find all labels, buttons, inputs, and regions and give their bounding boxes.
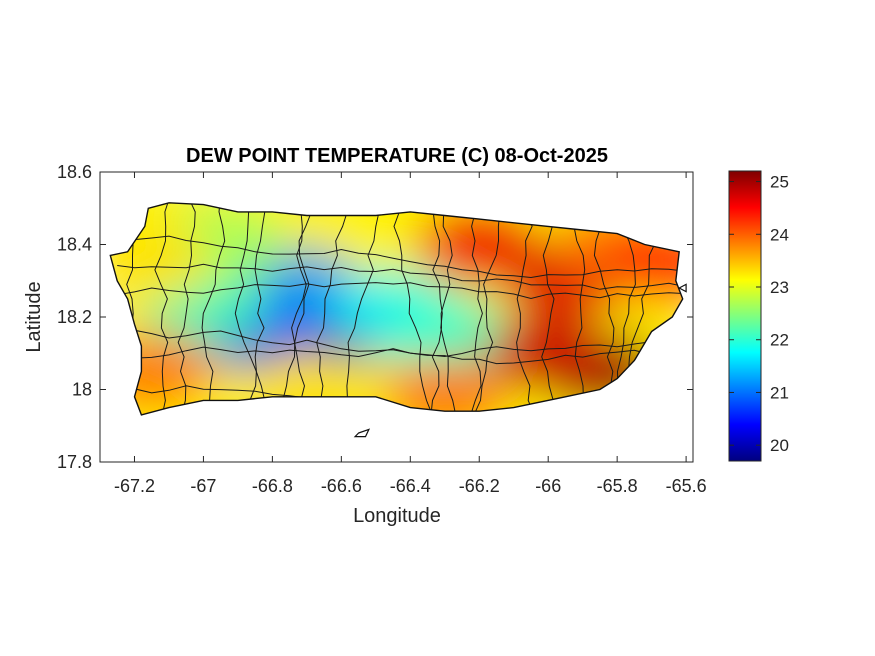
municipal-boundary bbox=[346, 202, 380, 415]
municipal-boundary bbox=[117, 235, 683, 279]
y-tick-label: 18.4 bbox=[57, 235, 92, 255]
municipal-boundary bbox=[473, 202, 504, 415]
municipal-boundary bbox=[117, 326, 683, 365]
islet-0 bbox=[353, 428, 371, 438]
municipal-boundary bbox=[201, 202, 226, 415]
municipal-boundary bbox=[177, 202, 196, 415]
field-hotspot-15 bbox=[606, 222, 683, 303]
colorbar-tick-label: 23 bbox=[770, 278, 789, 297]
plot-area: -67.2 -67 -66.8 -66.6 -66.4 -66.2 -66 -65.8 -65.… bbox=[57, 162, 707, 496]
chart-title: DEW POINT TEMPERATURE (C) 08-Oct-2025 bbox=[186, 145, 608, 167]
colorbar-tick-label: 20 bbox=[770, 436, 789, 455]
colorbar-gradient bbox=[728, 170, 762, 462]
municipal-boundary bbox=[117, 282, 683, 300]
municipal-boundary bbox=[154, 202, 171, 415]
x-tick-label: -67.2 bbox=[114, 476, 155, 496]
dewpoint-field-layer bbox=[109, 202, 687, 438]
municipal-boundary bbox=[249, 202, 272, 415]
x-tick-label: -66.6 bbox=[321, 476, 362, 496]
municipal-boundary bbox=[234, 202, 268, 415]
dewpoint-field bbox=[110, 202, 683, 415]
colorbar-tick-label: 22 bbox=[770, 331, 789, 350]
island-outline bbox=[109, 202, 684, 416]
field-hotspot-10 bbox=[382, 356, 507, 415]
y-tick-label: 17.8 bbox=[57, 452, 92, 472]
x-tick-label: -65.8 bbox=[597, 476, 638, 496]
x-tick-label: -66.2 bbox=[459, 476, 500, 496]
x-axis-label: Longitude bbox=[353, 505, 441, 527]
y-axis-label: Latitude bbox=[23, 281, 45, 352]
y-axis: 17.8 18 18.2 18.4 18.6 bbox=[57, 162, 693, 472]
field-hotspot-16 bbox=[486, 313, 611, 394]
municipal-boundary bbox=[470, 202, 483, 415]
colorbar-tick-label: 21 bbox=[770, 383, 789, 402]
municipal-boundary bbox=[393, 202, 433, 415]
x-tick-label: -66 bbox=[535, 476, 561, 496]
colorbar-tick-label: 24 bbox=[770, 225, 789, 244]
x-tick-label: -65.6 bbox=[666, 476, 707, 496]
municipal-boundary bbox=[279, 202, 319, 415]
municipal-boundary bbox=[117, 263, 683, 290]
x-tick-label: -66.8 bbox=[252, 476, 293, 496]
y-tick-label: 18.6 bbox=[57, 162, 92, 182]
municipal-boundary bbox=[316, 202, 353, 415]
municipal-boundary bbox=[573, 202, 586, 415]
municipal-boundary bbox=[425, 202, 457, 415]
field-hotspot-4 bbox=[382, 295, 507, 376]
colorbar-ticks: 20 21 22 23 24 25 bbox=[729, 173, 789, 455]
municipal-boundary bbox=[593, 202, 615, 415]
municipal-boundary bbox=[117, 336, 683, 361]
colorbar-tick-label: 25 bbox=[770, 173, 789, 192]
offshore-islets bbox=[353, 283, 687, 438]
colorbar: 20 21 22 23 24 25 bbox=[728, 170, 789, 462]
y-tick-label: 18 bbox=[72, 380, 92, 400]
municipal-boundary bbox=[541, 202, 560, 415]
municipal-boundary bbox=[430, 202, 453, 415]
x-axis: -67.2 -67 -66.8 -66.6 -66.4 -66.2 -66 -65.8 -65.… bbox=[114, 172, 707, 496]
x-tick-label: -67 bbox=[190, 476, 216, 496]
municipal-boundary bbox=[516, 202, 535, 415]
y-tick-label: 18.2 bbox=[57, 307, 92, 327]
islet-1 bbox=[677, 283, 687, 293]
x-tick-label: -66.4 bbox=[390, 476, 431, 496]
